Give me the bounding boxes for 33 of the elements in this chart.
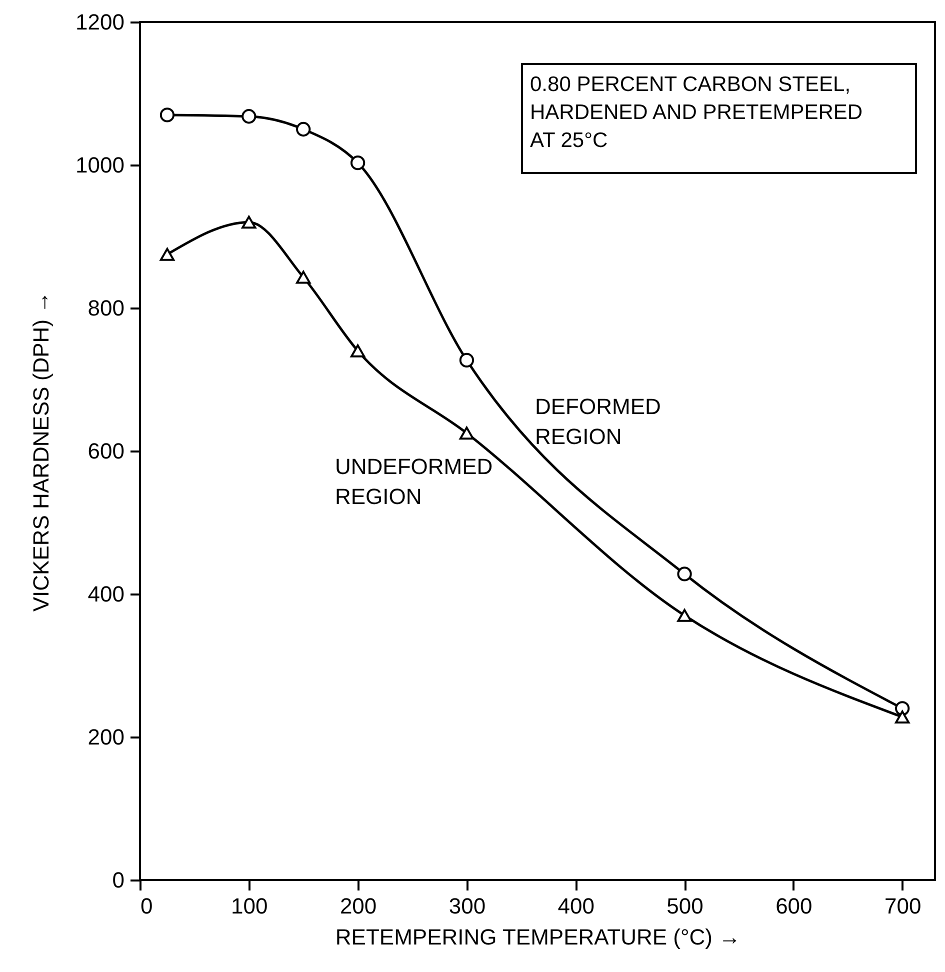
x-tick-label: 500	[666, 894, 704, 918]
y-tick-label: 0	[112, 868, 124, 892]
y-axis-title: VICKERS HARDNESS (DPH) →	[28, 291, 54, 612]
point	[677, 566, 692, 582]
point	[296, 122, 311, 137]
y-tick-label: 800	[88, 296, 124, 320]
point	[350, 344, 366, 358]
x-tick-label: 300	[448, 894, 486, 918]
point	[459, 352, 474, 368]
series-label: UNDEFORMED REGION	[335, 454, 493, 509]
point	[160, 248, 175, 261]
y-tick-label: 200	[88, 724, 124, 750]
point	[242, 109, 256, 124]
x-axis-title: RETEMPERING TEMPERATURE (°C) →	[335, 924, 741, 950]
point	[160, 108, 175, 122]
series-label: DEFORMED REGION	[535, 394, 661, 449]
point	[459, 426, 474, 440]
x-tick-label: 600	[776, 894, 812, 918]
y-tick-label: 400	[88, 582, 124, 606]
point	[296, 270, 311, 284]
x-tick-label: 0	[140, 894, 153, 918]
x-tick-label: 100	[231, 894, 268, 918]
annotation: 0.80 PERCENT CARBON STEEL, HARDENED AND PRETEMPERED AT 25°C	[530, 73, 863, 152]
x-tick-label: 400	[558, 894, 594, 918]
y-tick-label: 1200	[76, 10, 124, 34]
point	[895, 710, 910, 724]
point	[242, 216, 256, 229]
point	[350, 156, 366, 170]
x-tick-label: 200	[340, 894, 377, 918]
x-tick-label: 700	[884, 894, 922, 918]
y-tick-label: 1000	[76, 152, 124, 178]
y-tick-label: 600	[88, 438, 124, 464]
point	[677, 608, 692, 622]
